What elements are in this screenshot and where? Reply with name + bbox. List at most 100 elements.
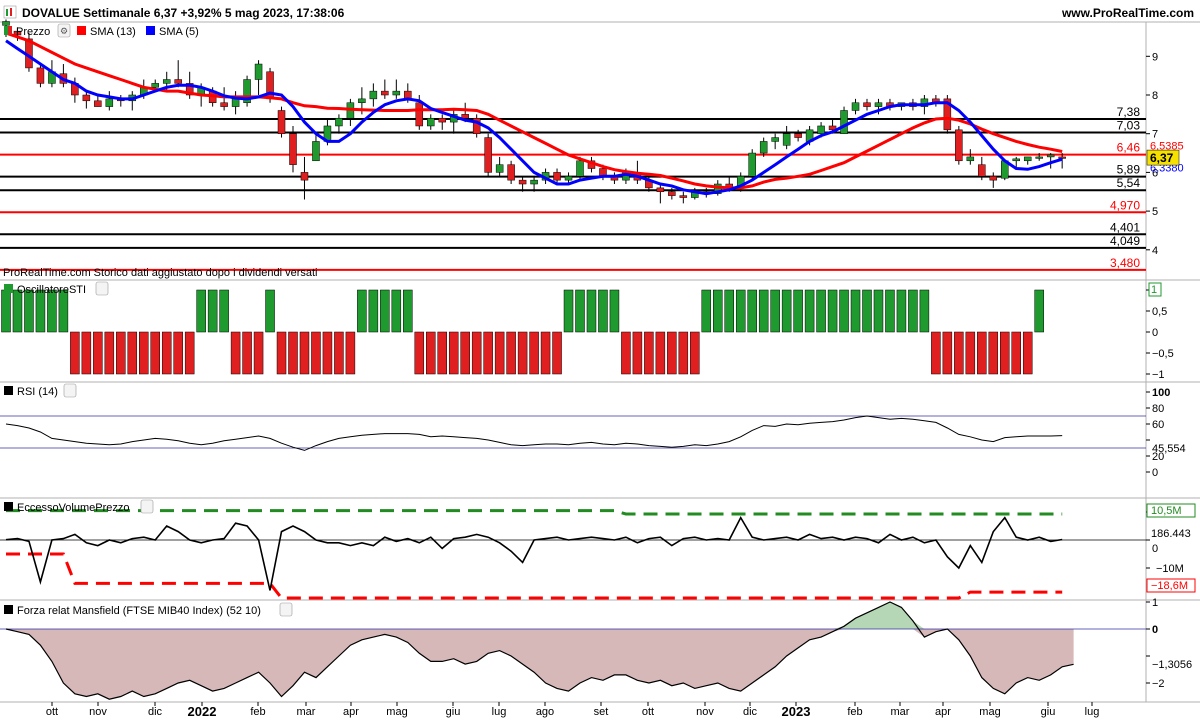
sti-bar-63	[724, 289, 734, 333]
candle-body-89	[1023, 156, 1032, 162]
sti-bar-67	[770, 289, 780, 333]
x-label-16: feb	[847, 706, 862, 718]
sti-bar-7	[81, 331, 92, 375]
rsi-title: RSI (14)	[17, 386, 58, 398]
candle-body-83	[955, 129, 963, 162]
x-label-3: 2022	[188, 704, 217, 719]
sma5-swatch	[146, 26, 155, 35]
candle-body-68	[782, 133, 791, 146]
x-label-20: giu	[1041, 706, 1056, 718]
volume-title: EccessoVolumePrezzo	[17, 502, 130, 514]
sti-bar-46	[529, 331, 539, 375]
sma5-line	[5, 39, 1063, 196]
volume-upper-band	[6, 509, 1063, 516]
sti-settings-icon[interactable]	[95, 281, 109, 296]
volume-excess-line	[5, 515, 1063, 591]
candle-body-34	[392, 90, 401, 96]
candle-body-14	[162, 79, 171, 84]
x-label-0: ott	[46, 706, 58, 718]
site-url[interactable]: www.ProRealTime.com	[1061, 6, 1194, 20]
candle-body-69	[794, 133, 802, 138]
mansfield-title: Forza relat Mansfield (FTSE MIB40 Index)…	[17, 605, 261, 617]
last-price-tag	[1146, 149, 1180, 166]
mansfield-y-axis: 1 0 −2	[1146, 597, 1165, 690]
sti-bar-87	[1000, 331, 1010, 375]
candle-body-0	[2, 21, 10, 26]
candle-body-40	[461, 114, 469, 119]
candle-body-31	[358, 98, 366, 103]
candle-body-36	[415, 102, 424, 127]
sti-bar-3	[35, 289, 46, 333]
sti-bar-30	[345, 331, 356, 375]
candle-body-32	[369, 90, 378, 100]
candle-body-50	[576, 160, 584, 177]
app-logo-bar-1	[6, 9, 8, 16]
volume-swatch	[4, 502, 13, 511]
level-label-8: 3,480	[1110, 256, 1140, 270]
sti-bar-65	[747, 289, 757, 333]
volume-last-value: 186.443	[1151, 528, 1191, 540]
mansfield-ytick-label-1: 0	[1152, 624, 1158, 636]
sti-bar-73	[839, 289, 849, 333]
sti-ytick-label-4: −1	[1152, 369, 1165, 381]
candle-body-72	[828, 125, 837, 131]
level-label-5: 4,970	[1110, 198, 1140, 212]
price-ytick-label-0: 9	[1152, 51, 1158, 63]
level-label-6: 4,401	[1110, 220, 1140, 234]
candle-body-46	[530, 179, 538, 185]
mansfield-negative-area	[6, 629, 1074, 700]
sti-bar-13	[150, 331, 160, 375]
mansfield-line	[5, 601, 1074, 700]
candle-body-57	[656, 187, 665, 193]
sti-bar-4	[47, 289, 57, 333]
candle-body-85	[978, 164, 986, 177]
wrench-icon[interactable]	[57, 23, 71, 38]
x-label-8: giu	[446, 706, 461, 718]
candle-body-59	[679, 195, 688, 198]
sti-bar-78	[896, 289, 907, 333]
volume-upper-tag-text: 10,5M	[1151, 505, 1182, 517]
rsi-settings-icon[interactable]	[63, 383, 77, 398]
candle-body-44	[507, 164, 515, 181]
sti-bar-20	[230, 331, 241, 375]
sti-bar-60	[690, 331, 700, 375]
rsi-last-value: 45,554	[1152, 443, 1186, 455]
sti-bar-37	[426, 331, 436, 375]
sti-bar-2	[24, 289, 34, 333]
volume-settings-icon[interactable]	[140, 499, 154, 514]
candle-body-9	[105, 98, 114, 107]
candle-body-16	[185, 83, 194, 96]
sti-bar-22	[253, 331, 264, 375]
sti-bar-34	[391, 289, 402, 333]
x-label-14: dic	[743, 706, 758, 718]
sti-bar-71	[816, 289, 826, 333]
candle-body-92	[1058, 156, 1066, 159]
legend-sma5: SMA (5)	[159, 26, 199, 38]
sti-bar-29	[334, 331, 344, 375]
mansfield-settings-icon[interactable]	[279, 602, 293, 617]
sti-bar-52	[598, 289, 608, 333]
candle-body-49	[564, 176, 573, 181]
candle-body-62	[714, 183, 722, 194]
sti-bar-12	[139, 331, 149, 375]
rsi-y-axis: 100 80 60 20 0	[1146, 387, 1170, 479]
rsi-swatch	[4, 386, 13, 395]
sti-bar-28	[322, 331, 333, 375]
sti-bar-70	[804, 289, 815, 333]
x-label-10: ago	[536, 706, 554, 718]
sti-bar-72	[827, 289, 838, 333]
sti-bar-61	[701, 289, 712, 333]
candle-body-88	[1012, 158, 1020, 162]
sti-ytick-label-3: −0,5	[1152, 348, 1174, 360]
sti-bar-23	[265, 289, 275, 333]
rsi-panel: 100 80 60 20 0 RSI (14) 45,554	[0, 383, 1186, 479]
sti-bar-39	[448, 331, 459, 375]
volume-lower-band	[6, 552, 1063, 600]
sti-bar-85	[977, 331, 987, 375]
candle-body-91	[1046, 154, 1055, 158]
sti-bar-27	[311, 331, 321, 375]
sti-bar-21	[242, 331, 252, 375]
